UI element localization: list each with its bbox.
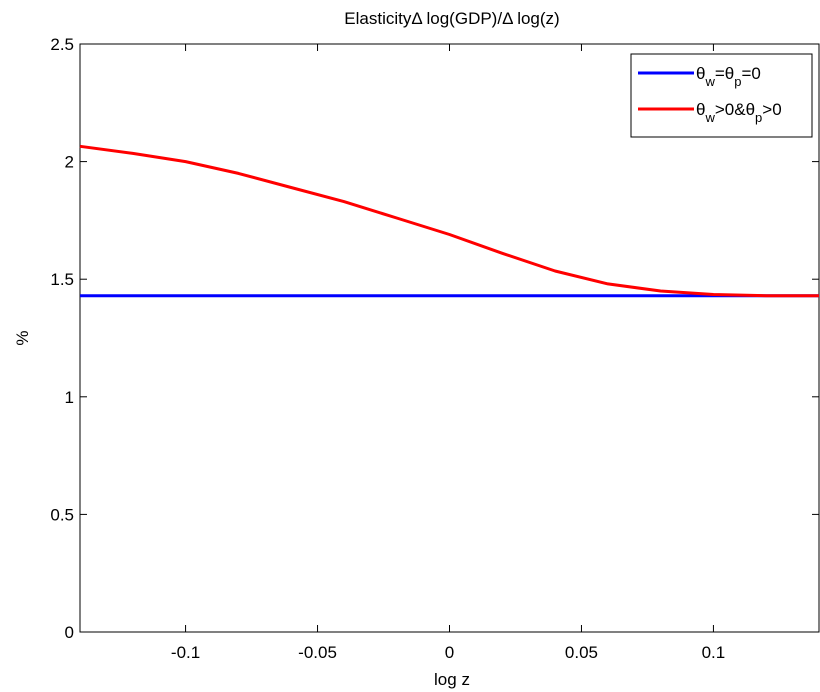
y-tick-label: 2.5	[50, 35, 74, 54]
y-tick-label: 0	[65, 623, 74, 642]
y-axis-label: %	[13, 330, 32, 345]
x-tick-label: -0.1	[171, 643, 200, 662]
y-tick-label: 0.5	[50, 505, 74, 524]
x-axis-label: log z	[434, 670, 470, 689]
legend: θw=θp=0 θw>0&θp>0	[630, 53, 813, 138]
x-axis-ticks: -0.1 -0.05 0 0.05 0.1	[171, 44, 725, 662]
series-layer	[79, 144, 819, 298]
y-tick-label: 1.5	[50, 270, 74, 289]
plot-area	[79, 43, 820, 633]
x-tick-label: 0.1	[702, 643, 726, 662]
legend-label-1: θw=θp=0	[696, 64, 761, 89]
x-tick-label: 0	[445, 643, 454, 662]
x-tick-label: -0.05	[298, 643, 337, 662]
y-tick-label: 2	[65, 153, 74, 172]
legend-label-2: θw>0&θp>0	[696, 100, 782, 125]
x-tick-label: 0.05	[565, 643, 598, 662]
chart-title: ElasticityΔ log(GDP)/Δ log(z)	[344, 9, 559, 28]
y-axis-ticks: 0 0.5 1 1.5 2 2.5	[50, 35, 819, 642]
legend-box	[630, 53, 813, 138]
series-line-2	[79, 144, 819, 298]
y-tick-label: 1	[65, 388, 74, 407]
